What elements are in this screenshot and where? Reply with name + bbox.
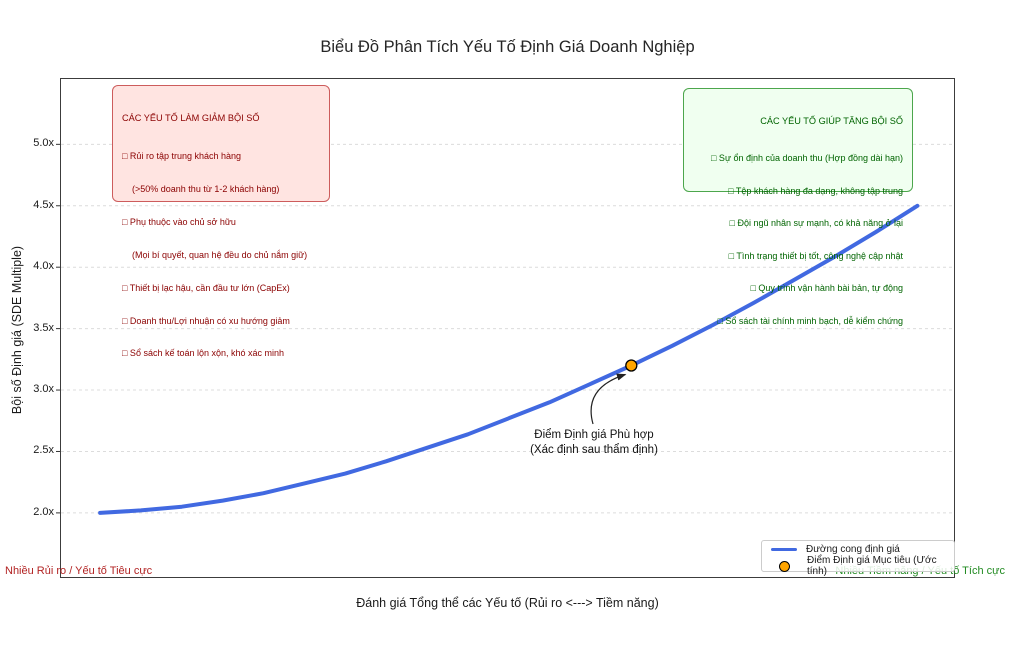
y-tick-label: 2.5x <box>33 444 54 457</box>
y-tick-label: 4.0x <box>33 260 54 273</box>
legend-row-point: Điểm Định giá Mục tiêu (Ước tính) <box>771 555 945 577</box>
y-tick-label: 3.0x <box>33 383 54 396</box>
risk-factors-box: CÁC YẾU TỐ LÀM GIẢM BỘI SỐ □ Rủi ro tập … <box>112 85 330 358</box>
legend-curve-label: Đường cong định giá <box>806 544 900 555</box>
risk-factor-line: □ Thiết bị lạc hậu, cần đầu tư lớn (CapE… <box>122 282 290 293</box>
boost-factor-line: □ Quy trình vận hành bài bản, tự động <box>750 283 903 294</box>
boost-factors-box: CÁC YẾU TỐ GIÚP TĂNG BỘI SỐ □ Sự ổn định… <box>683 88 913 326</box>
boost-factor-line: □ Sự ổn định của doanh thu (Hợp đồng dài… <box>711 153 903 163</box>
target-point-annotation: Điểm Định giá Phù hợp (Xác định sau thẩm… <box>504 428 684 458</box>
x-axis-label: Đánh giá Tổng thể các Yếu tố (Rủi ro <--… <box>356 596 659 610</box>
boost-factors-title: CÁC YẾU TỐ GIÚP TĂNG BỘI SỐ <box>760 116 903 126</box>
target-point-swatch <box>779 560 790 572</box>
curve-line-swatch <box>771 547 797 552</box>
boost-factor-line: □ Tình trạng thiết bị tốt, công nghệ cập… <box>728 250 903 261</box>
boost-factor-line: □ Đội ngũ nhân sự mạnh, có khả năng ở lạ… <box>729 218 903 229</box>
chart-title: Biểu Đồ Phân Tích Yếu Tố Định Giá Doanh … <box>320 38 695 56</box>
legend-row-curve: Đường cong định giá <box>771 544 945 555</box>
legend-point-label: Điểm Định giá Mục tiêu (Ước tính) <box>807 555 937 577</box>
y-tick-label: 3.5x <box>33 321 54 334</box>
annotation-line-1: Điểm Định giá Phù hợp <box>534 429 654 441</box>
risk-factor-line: □ Phụ thuộc vào chủ sở hữu <box>122 216 236 227</box>
risk-factor-line: □ Sổ sách kế toán lộn xộn, khó xác minh <box>122 348 285 359</box>
risk-factor-line: □ Doanh thu/Lợi nhuận có xu hướng giảm <box>122 315 290 326</box>
legend: Đường cong định giá Điểm Định giá Mục ti… <box>761 540 955 577</box>
boost-factor-line: □ Tệp khách hàng đa dạng, không tập trun… <box>728 185 903 196</box>
annotation-line-2: (Xác định sau thẩm định) <box>530 444 658 456</box>
y-tick-label: 4.5x <box>33 198 54 211</box>
risk-corner-label: Nhiều Rủi ro / Yếu tố Tiêu cực <box>5 565 153 577</box>
y-tick-label: 5.0x <box>33 137 54 150</box>
risk-factor-line: (>50% doanh thu từ 1-2 khách hàng) <box>122 183 280 194</box>
risk-factor-line: □ Rủi ro tập trung khách hàng <box>122 151 242 161</box>
plot-area <box>60 78 955 578</box>
risk-factors-title: CÁC YẾU TỐ LÀM GIẢM BỘI SỐ <box>122 113 260 123</box>
y-tick-label: 2.0x <box>33 505 54 518</box>
boost-factor-line: □ Sổ sách tài chính minh bạch, dễ kiểm c… <box>717 315 903 326</box>
risk-factor-line: (Mọi bí quyết, quan hệ đều do chủ nắm gi… <box>122 249 308 260</box>
y-axis-label: Bội số Định giá (SDE Multiple) <box>10 245 24 415</box>
